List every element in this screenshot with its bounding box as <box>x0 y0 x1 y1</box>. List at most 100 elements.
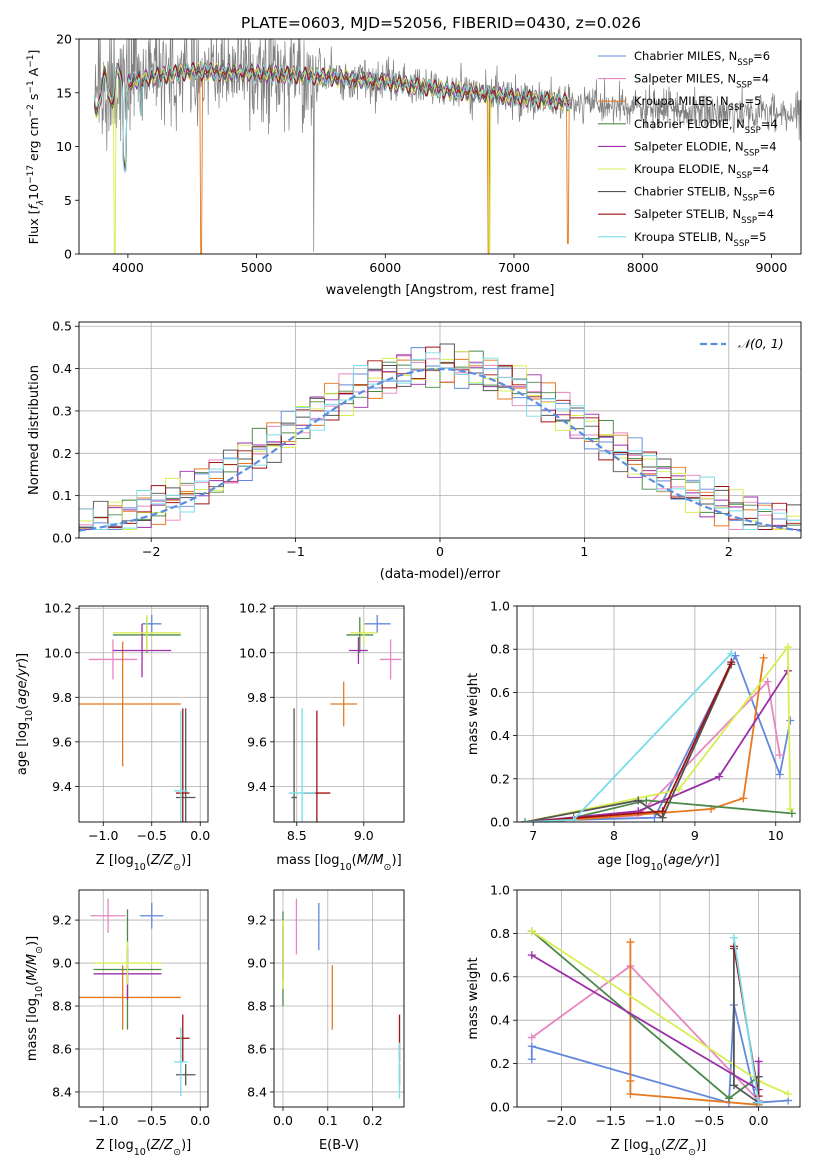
weight-point <box>729 1081 738 1090</box>
y-tick-label: 1.0 <box>490 599 510 614</box>
weight-point <box>784 1089 793 1098</box>
age_vs_mass-grid <box>274 606 404 822</box>
errorbar-kr-elodie <box>350 621 378 644</box>
y-tick-label: 10.2 <box>44 601 72 616</box>
weight-line <box>733 948 760 1105</box>
x-tick-label: 6000 <box>369 260 401 275</box>
weight-line <box>524 644 792 822</box>
weight-series-ch-miles <box>521 651 795 822</box>
y-tick-label: 0.0 <box>52 531 72 546</box>
weight-point <box>775 770 784 779</box>
errorbar-ch-stelib <box>175 1064 196 1086</box>
x-tick-label: 9 <box>691 828 699 843</box>
y-tick-label: 8.8 <box>52 999 72 1014</box>
mw_vs_age-panel: 7 8 9 10 0.0 0.2 0.4 0.6 0.8 1.0 age [log10(age/yr… <box>466 599 801 873</box>
weight-point <box>527 927 536 936</box>
residuals-panel: −2 −1 0 1 2 0.0 0.1 0.2 0.3 0.4 0.5 𝒩(0, 1) (data-mo… <box>27 319 802 582</box>
weight-point <box>739 794 748 803</box>
mw-age-y-label: mass weight <box>466 673 481 755</box>
spectrum-y-label: Flux [fλ10−17 erg cm−2 s−1 A−1] <box>26 50 46 245</box>
weight-point <box>521 818 530 822</box>
x-tick-label: 0.0 <box>190 828 210 843</box>
weight-line <box>629 942 759 1106</box>
residuals-plot-area <box>79 343 801 532</box>
weight-point <box>626 1089 635 1098</box>
x-tick-label: −2.0 <box>546 1113 576 1128</box>
weight-point <box>626 938 635 947</box>
legend-label: Kroupa STELIB, NSSP=5 <box>634 230 766 249</box>
weight-point <box>786 716 795 725</box>
x-tick-label: 0.1 <box>318 1113 338 1128</box>
model-spectrum-kr-stelib <box>93 63 570 174</box>
y-tick-label: 10.2 <box>239 601 267 616</box>
weight-line <box>525 652 732 822</box>
errorbar-ch-miles <box>363 614 391 633</box>
mw-z-y-label: mass weight <box>466 957 481 1039</box>
weight-point <box>715 772 724 781</box>
y-tick-label: 10 <box>56 139 72 154</box>
age_vs_mass-panel: 8.5 9.0 9.4 9.6 9.8 10.0 10.2 mass [log10(M/M⊙)… <box>239 601 405 873</box>
mass-z-x-label: Z [log10(Z/Z⊙)] <box>96 1138 191 1158</box>
errorbar-kr-miles <box>330 681 358 727</box>
observed-spectrum-line <box>94 39 801 252</box>
x-tick-label: 8.5 <box>287 828 307 843</box>
weight-point <box>527 1033 536 1042</box>
mass-z-y-label: mass [log10(M/M⊙)] <box>25 936 45 1061</box>
y-tick-label: 0.0 <box>490 1100 510 1115</box>
age_vs_mass-plot-area <box>288 614 402 822</box>
legend-label: Chabrier MILES, NSSP=6 <box>634 49 770 68</box>
x-tick-label: −1 <box>286 544 304 559</box>
spectrum-panel: 4000 5000 6000 7000 8000 9000 0 5 10 15 20 waveleng… <box>26 32 802 298</box>
y-tick-label: 9.8 <box>52 690 72 705</box>
y-tick-label: 0.0 <box>490 815 510 830</box>
weight-point <box>754 1057 763 1066</box>
age_vs_mass-frame <box>273 605 405 823</box>
y-tick-label: 15 <box>56 85 72 100</box>
errorbar-kr-stelib <box>174 710 188 822</box>
y-tick-label: 0 <box>64 247 72 262</box>
mw_vs_age-ticks: 7 8 9 10 0.0 0.2 0.4 0.6 0.8 1.0 <box>490 599 784 844</box>
weight-point <box>527 1042 536 1051</box>
legend-label: Salpeter STELIB, NSSP=4 <box>634 207 774 226</box>
y-tick-label: 9.4 <box>247 779 267 794</box>
y-tick-label: 0.1 <box>52 488 72 503</box>
weight-point <box>569 815 578 822</box>
errorbar-kr-miles <box>79 641 181 767</box>
x-tick-label: 8000 <box>627 260 659 275</box>
y-tick-label: 9.2 <box>247 913 267 928</box>
mw_vs_age-plot-area <box>521 643 796 822</box>
weight-line <box>531 954 760 1092</box>
weight-point <box>787 809 796 818</box>
weight-line <box>525 670 789 822</box>
weight-point <box>731 651 740 660</box>
weight-line <box>733 937 760 1103</box>
x-tick-label: 7 <box>529 828 537 843</box>
spectrum-ticks: 4000 5000 6000 7000 8000 9000 0 5 10 15 20 <box>56 32 787 276</box>
weight-series-kr-stelib <box>521 649 736 822</box>
age_vs_Z-frame <box>78 605 209 823</box>
mass_vs_ebv-ticks: 0.0 0.1 0.2 8.4 8.6 8.8 9.0 9.2 <box>247 913 382 1128</box>
mass_vs_Z-panel: −1.0 −0.5 0.0 8.4 8.6 8.8 9.0 9.2 Z [log10(Z/Z⊙)… <box>25 889 210 1158</box>
x-tick-label: 8 <box>610 828 618 843</box>
x-tick-label: −2 <box>142 544 160 559</box>
y-tick-label: 9.8 <box>247 690 267 705</box>
y-tick-label: 0.4 <box>52 361 72 376</box>
x-tick-label: −1.0 <box>645 1113 675 1128</box>
x-tick-label: 0.0 <box>273 1113 293 1128</box>
model-spectrum-sa-stelib <box>93 61 570 173</box>
residual-y-label: Normed distribution <box>27 365 42 495</box>
age-z-x-label: Z [log10(Z/Z⊙)] <box>96 853 191 873</box>
y-tick-label: 9.6 <box>52 734 72 749</box>
mass_vs_Z-ticks: −1.0 −0.5 0.0 8.4 8.6 8.8 9.0 9.2 <box>52 913 210 1128</box>
errorbar-ch-stelib <box>175 708 196 822</box>
x-tick-label: 2 <box>725 544 733 559</box>
mass_vs_ebv-panel: 0.0 0.1 0.2 8.4 8.6 8.8 9.0 9.2 E(B-V) <box>247 889 405 1153</box>
mass-ebv-x-label: E(B-V) <box>319 1138 359 1153</box>
spectrum-legend: Chabrier MILES, NSSP=6 Salpeter MILES, NS… <box>598 49 778 249</box>
y-tick-label: 0.6 <box>490 969 510 984</box>
weight-line <box>525 653 792 822</box>
legend-label: Chabrier STELIB, NSSP=6 <box>634 185 775 204</box>
errorbar-ch-miles <box>140 902 164 929</box>
weight-point <box>725 1094 734 1103</box>
